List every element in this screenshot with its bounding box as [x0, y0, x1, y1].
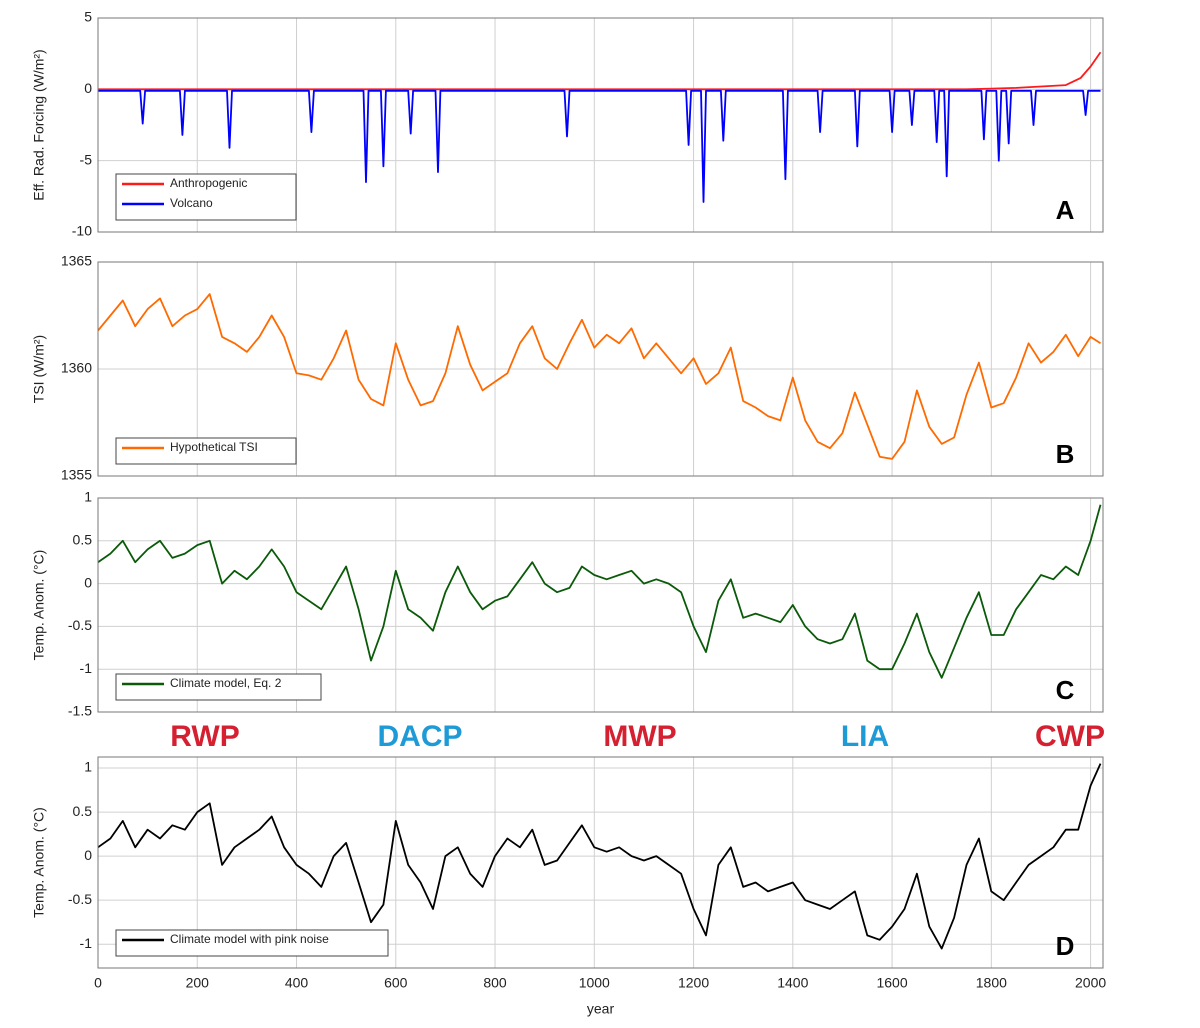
series-group [98, 504, 1102, 679]
y-tick-label: -1.5 [68, 703, 92, 719]
y-tick-label: 1 [84, 759, 92, 775]
y-tick-label: -10 [72, 223, 92, 239]
x-axis-label: year [587, 1001, 615, 1017]
panel: -10 -5 0 5 Anthropogenic Volcano A Eff. Rad. Fo… [31, 9, 1104, 239]
legend-box [115, 673, 322, 701]
y-tick-label: 0.5 [73, 532, 93, 548]
x-tick-label: 1400 [777, 975, 808, 991]
y-tick-label: 1355 [61, 467, 92, 483]
axis-frame [97, 261, 1104, 477]
x-tick-label: 2000 [1075, 975, 1106, 991]
x-tick-label: 1800 [976, 975, 1007, 991]
legend-label: Climate model, Eq. 2 [170, 676, 282, 690]
panel-label: D [1056, 931, 1075, 961]
x-tick-label: 200 [186, 975, 210, 991]
legend-box [115, 929, 389, 957]
y-tick-label: 0 [84, 847, 92, 863]
data-line [98, 504, 1102, 679]
data-line [98, 293, 1101, 460]
legend-label: Climate model with pink noise [170, 932, 329, 946]
y-tick-label: 0.5 [73, 803, 93, 819]
y-axis-label: Temp. Anom. (°C) [31, 550, 47, 661]
y-tick-label: 5 [84, 9, 92, 25]
y-tick-label: -0.5 [68, 617, 92, 633]
y-tick-label: -1 [80, 935, 93, 951]
y-tick-label: 1360 [61, 360, 92, 376]
y-tick-label: 1365 [61, 253, 92, 269]
legend-box [115, 173, 297, 221]
x-tick-label: 400 [285, 975, 309, 991]
period-label: CWP [1035, 720, 1105, 753]
y-tick-label: -1 [80, 660, 93, 676]
period-label: MWP [603, 720, 676, 753]
axis-frame [97, 756, 1104, 969]
y-tick-label: -5 [80, 151, 93, 167]
y-tick-label: 1 [84, 489, 92, 505]
series-group [98, 51, 1102, 203]
series-group [98, 293, 1101, 460]
legend-label: Hypothetical TSI [170, 440, 258, 454]
panel-label: C [1056, 675, 1075, 705]
y-tick-label: 0 [84, 80, 92, 96]
y-axis-label: TSI (W/m²) [31, 335, 47, 403]
legend-label: Volcano [170, 196, 213, 210]
y-tick-label: -0.5 [68, 891, 92, 907]
panel-label: A [1056, 195, 1075, 225]
legend-label: Anthropogenic [170, 176, 247, 190]
period-label: RWP [170, 720, 239, 753]
x-tick-label: 0 [94, 975, 102, 991]
y-axis-label: Eff. Rad. Forcing (W/m²) [31, 49, 47, 200]
x-tick-label: 600 [384, 975, 408, 991]
x-tick-label: 1000 [579, 975, 610, 991]
x-tick-label: 1600 [876, 975, 907, 991]
panel: 0 200 400 600 800 1000 1200 1400 1600 1800 2000 -1 -… [31, 720, 1107, 1017]
x-tick-label: 800 [483, 975, 507, 991]
data-line [98, 51, 1102, 91]
panel-label: B [1056, 439, 1075, 469]
x-tick-label: 1200 [678, 975, 709, 991]
data-line [98, 763, 1102, 950]
panel: -1.5 -1 -0.5 0 0.5 1 Climate model, Eq. 2 C Temp… [31, 489, 1104, 719]
y-axis-label: Temp. Anom. (°C) [31, 807, 47, 918]
series-group [98, 763, 1102, 950]
legend-box [115, 437, 297, 465]
data-line [98, 89, 1101, 203]
axis-frame [97, 497, 1104, 713]
y-tick-label: 0 [84, 574, 92, 590]
period-label: DACP [377, 720, 462, 753]
axis-frame [97, 17, 1104, 233]
period-label: LIA [841, 720, 889, 753]
panel: 1355 1360 1365 Hypothetical TSI B TSI (W/m²) [31, 253, 1104, 483]
